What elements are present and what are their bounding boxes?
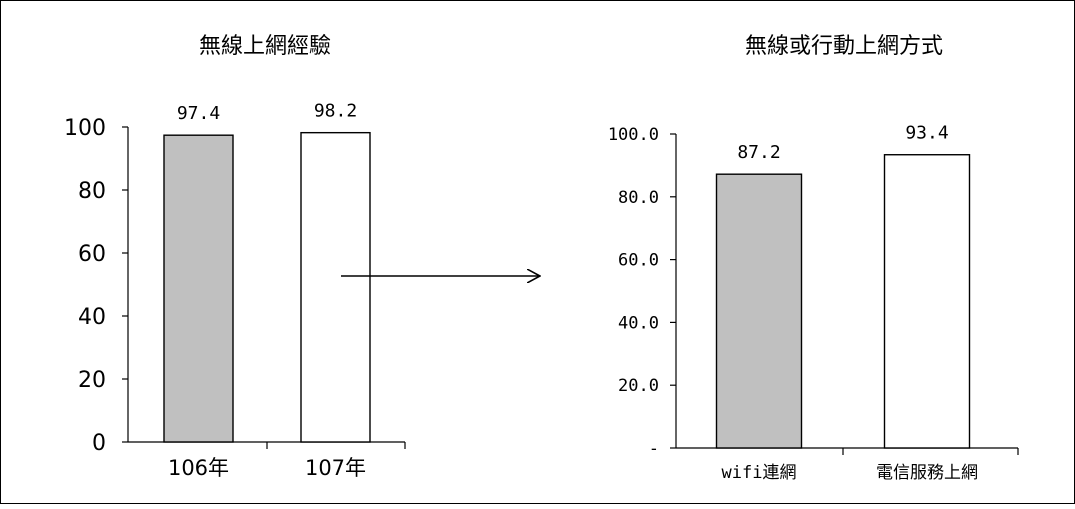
y-axis-ticks: - 20.0 40.0 60.0 80.0 100.0 xyxy=(608,125,676,459)
category-label: 107年 xyxy=(305,456,366,480)
bars: 97.4 98.2 xyxy=(163,101,371,443)
chart-connection-method: 無線或行動上網方式 - 20.0 40.0 60.0 80.0 100.0 87.2 93.… xyxy=(608,34,1019,483)
y-tick-label: 20 xyxy=(78,368,106,393)
y-tick-label: 100.0 xyxy=(608,125,659,145)
y-tick-label: 40.0 xyxy=(618,313,659,333)
bar-1 xyxy=(715,173,803,449)
y-axis-ticks: 0 20 40 60 80 100 xyxy=(64,116,128,456)
category-label: 電信服務上網 xyxy=(876,463,978,483)
bars: 87.2 93.4 xyxy=(715,123,971,449)
y-tick-label: 100 xyxy=(64,116,106,141)
data-label: 97.4 xyxy=(177,103,220,124)
y-tick-label: - xyxy=(649,439,659,459)
x-axis-categories: wifi連網 電信服務上網 xyxy=(722,448,1019,483)
category-label: 106年 xyxy=(168,456,229,480)
y-tick-label: 40 xyxy=(78,305,106,330)
y-tick-label: 20.0 xyxy=(618,376,659,396)
bar-2 xyxy=(300,131,371,443)
bar-2 xyxy=(883,154,971,449)
y-tick-label: 60 xyxy=(78,242,106,267)
chart-title: 無線或行動上網方式 xyxy=(745,34,943,59)
category-label: wifi連網 xyxy=(722,463,797,483)
y-tick-label: 60.0 xyxy=(618,251,659,271)
bar-1 xyxy=(163,134,234,443)
data-label: 93.4 xyxy=(905,123,948,144)
data-label: 98.2 xyxy=(314,101,357,122)
y-tick-label: 0 xyxy=(92,431,106,456)
data-label: 87.2 xyxy=(737,142,780,163)
x-axis-categories: 106年 107年 xyxy=(168,442,406,480)
y-tick-label: 80 xyxy=(78,179,106,204)
chart-wireless-experience: 無線上網經驗 0 20 40 60 80 100 97.4 98.2 106年 107年 xyxy=(64,34,406,480)
chart-title: 無線上網經驗 xyxy=(199,34,331,59)
y-tick-label: 80.0 xyxy=(618,188,659,208)
